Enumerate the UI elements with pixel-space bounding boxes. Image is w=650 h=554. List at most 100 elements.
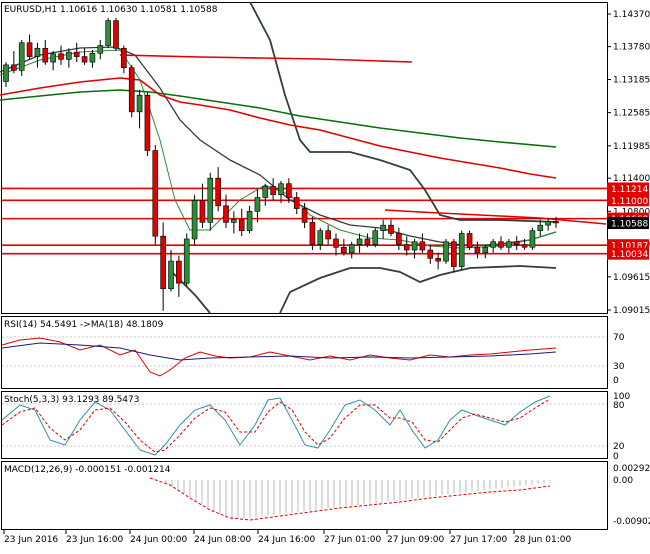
candle-body	[553, 220, 559, 224]
candle-body	[128, 67, 135, 113]
candle-body	[513, 241, 520, 245]
candle-body	[3, 64, 9, 82]
rsi-pane[interactable]	[1, 316, 608, 389]
main-pane[interactable]	[1, 2, 608, 314]
time-axis: 23 Jun 2016 23 Jun 16:00 24 Jun 00:00 24 Ju…	[3, 530, 571, 545]
candle-body	[317, 230, 324, 245]
candle-body	[121, 47, 127, 68]
symbol-header: EURUSD,H1	[4, 5, 57, 15]
candle-body	[388, 224, 394, 234]
macd-tick-label: 0.002924	[613, 464, 650, 474]
stoch-signal	[1, 398, 551, 453]
candle-body	[81, 56, 88, 63]
candle-body	[144, 94, 151, 151]
candle-body	[458, 233, 465, 267]
price-tag-label: 1.11000	[611, 197, 648, 207]
candle-body	[521, 244, 528, 248]
candle-body	[50, 53, 56, 63]
price-tick-label: 1.11985	[613, 142, 650, 152]
candle-body	[506, 241, 512, 248]
price-tag	[607, 247, 649, 260]
candle-body	[270, 186, 276, 196]
candle-body	[325, 230, 331, 240]
candle-body	[73, 51, 80, 57]
time-tick-label: 27 Jun 09:00	[387, 535, 444, 545]
candle-body	[482, 246, 489, 254]
macd-pane[interactable]	[1, 461, 608, 530]
candle-body	[89, 52, 96, 63]
macd-label: MACD(12,26,9) -0.000151 -0.001214	[4, 465, 171, 475]
candle-body	[348, 244, 355, 254]
rsi-label: RSI(14) 54.5491 ->MA(18) 48.1809	[4, 320, 164, 330]
macd-tick-label: -0.009021	[613, 517, 650, 527]
price-tick-label: 1.10800	[613, 207, 650, 217]
candle-body	[223, 205, 229, 223]
price-tick-label: 1.13185	[613, 76, 650, 86]
price-tick-label: 1.11400	[613, 174, 650, 184]
candle-body	[58, 53, 64, 60]
candle-body	[113, 20, 119, 49]
time-tick-label: 23 Jun 2016	[4, 535, 58, 545]
time-tick-label: 24 Jun 00:00	[130, 535, 187, 545]
stoch-tick-label: 80	[613, 401, 625, 411]
stoch-tick-label: 0	[613, 452, 619, 462]
candle-body	[427, 249, 434, 259]
candle-body	[498, 241, 504, 248]
candle-body	[199, 199, 206, 223]
candle-body	[215, 177, 221, 207]
candle-body	[168, 260, 174, 290]
price-tag-label: 1.10588	[611, 220, 648, 230]
time-tick-label: 23 Jun 16:00	[66, 535, 123, 545]
macd-signal	[149, 477, 551, 521]
candle-body	[26, 42, 33, 57]
stoch-pane[interactable]	[1, 391, 608, 459]
macd-histogram	[165, 480, 551, 520]
candle-body	[66, 51, 72, 60]
price-labels: 1.112141.110001.106681.105881.101871.100…	[607, 182, 649, 260]
candle-body	[380, 224, 386, 231]
candle-body	[466, 233, 473, 248]
candle-body	[545, 220, 551, 226]
macd-tick-label: 0.00	[613, 476, 633, 486]
ohlc-header: 1.10616 1.10630 1.10581 1.10588	[60, 5, 218, 15]
candle-body	[419, 241, 426, 251]
candle-body	[474, 246, 481, 254]
candle-body	[34, 47, 41, 57]
candles	[3, 17, 559, 311]
candle-body	[231, 219, 237, 223]
stoch-label: Stoch(5,3,3) 93.1293 89.5473	[4, 395, 139, 405]
candle-body	[396, 233, 402, 245]
candle-body	[364, 238, 371, 245]
candle-body	[254, 197, 261, 212]
candle-body	[435, 258, 441, 262]
candle-body	[490, 241, 496, 248]
candle-body	[451, 241, 457, 267]
candle-body	[246, 211, 253, 231]
price-tag-label: 1.10034	[611, 250, 648, 260]
ma-red-short	[0, 77, 557, 179]
macd-axis: 0.002924 0.00 -0.009021	[613, 464, 650, 527]
stoch-main	[1, 395, 551, 456]
candle-body	[238, 219, 245, 231]
candle-body	[11, 64, 17, 71]
candle-body	[537, 224, 544, 231]
price-tick-label: 1.13780	[613, 43, 650, 53]
rsi-line	[1, 337, 557, 377]
candle-body	[191, 199, 198, 240]
price-tick-label: 1.09015	[613, 306, 650, 316]
candle-body	[411, 241, 418, 251]
price-tag	[607, 217, 649, 230]
candle-body	[97, 45, 104, 54]
candle-body	[333, 238, 339, 248]
rsi-tick-label: 30	[613, 362, 625, 372]
candle-body	[160, 235, 166, 290]
candle-body	[42, 47, 49, 63]
time-tick-label: 28 Jun 01:00	[514, 535, 571, 545]
time-tick-label: 24 Jun 16:00	[258, 535, 315, 545]
candle-body	[183, 238, 190, 284]
rsi-ma-line	[1, 342, 557, 361]
time-tick-label: 27 Jun 01:00	[324, 535, 381, 545]
